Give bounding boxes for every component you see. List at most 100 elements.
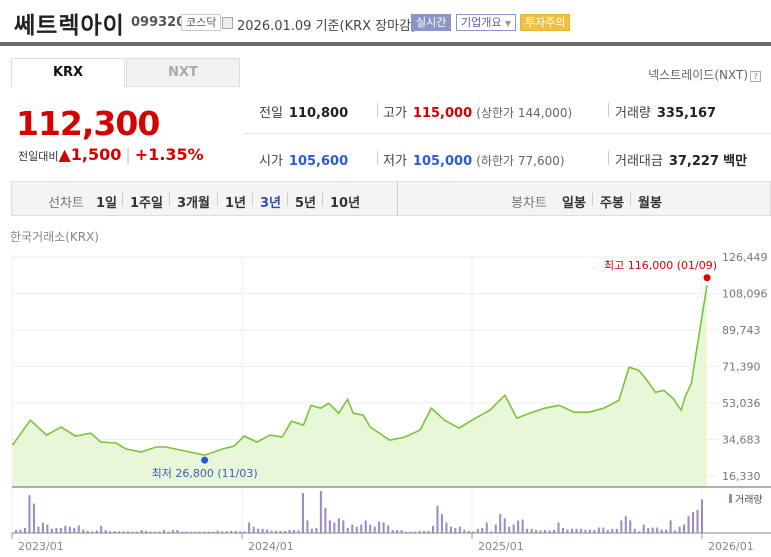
volume-bar <box>23 527 26 533</box>
volume-bar <box>32 503 35 533</box>
chevron-down-icon: ▼ <box>504 19 512 28</box>
volume-bar <box>131 531 134 533</box>
volume-bar <box>243 531 246 533</box>
exchange-label: 한국거래소(KRX) <box>10 230 99 244</box>
volume-bar <box>674 530 677 533</box>
high-marker <box>703 274 711 282</box>
volume-bar <box>651 527 654 533</box>
candle-daily[interactable]: 일봉 <box>562 196 586 211</box>
volume-bar <box>261 528 264 533</box>
volume-bar <box>615 528 618 533</box>
help-icon[interactable]: ? <box>750 71 761 82</box>
investment-warning-badge: 투자주의 <box>520 14 571 31</box>
change-percent: +1.35% <box>134 145 204 164</box>
volume-bar <box>440 514 443 533</box>
volume-bar <box>396 530 399 533</box>
candle-chart-label: 봉차트 <box>511 196 547 211</box>
divider <box>0 42 771 46</box>
nxt-help-link[interactable]: 넥스트레이드(NXT)? <box>648 66 761 83</box>
nxt-label: 넥스트레이드(NXT) <box>648 68 748 82</box>
volume-bar <box>167 531 170 533</box>
volume-bar <box>369 524 372 533</box>
high-label: 최고 116,000 (01/09) <box>604 259 717 272</box>
volume-bar <box>315 527 318 533</box>
chart-toolbar: 선차트 1일 1주일 3개월 1년 3년 5년 10년 봉차트 일봉 주봉 월봉 <box>11 181 771 216</box>
period-5y[interactable]: 5년 <box>295 196 317 211</box>
volume-bar <box>306 520 309 533</box>
volume-bar <box>270 530 273 533</box>
volume-bar <box>602 527 605 533</box>
period-1y[interactable]: 1년 <box>225 196 247 211</box>
volume-bar <box>611 528 614 533</box>
volume-bar <box>284 530 287 533</box>
volume-bar <box>391 530 394 533</box>
calendar-icon <box>222 17 233 29</box>
volume-bar <box>629 520 632 533</box>
volume-bar <box>436 505 439 533</box>
volume-bar <box>364 520 367 533</box>
volume-bar <box>288 530 291 533</box>
volume-bar <box>140 530 143 533</box>
candle-weekly[interactable]: 주봉 <box>600 196 624 211</box>
open-price: 시가 105,600 <box>259 154 349 169</box>
volume-bar <box>701 499 703 533</box>
corp-info-dropdown[interactable]: 기업개요 ▼ <box>456 14 517 31</box>
date-value: 2026.01.09 <box>237 19 312 34</box>
volume-bar <box>669 520 672 533</box>
candle-monthly[interactable]: 월봉 <box>638 196 662 211</box>
volume-bar <box>301 493 304 533</box>
period-3y[interactable]: 3년 <box>260 196 282 211</box>
low-price: 저가 105,000 (하한가 77,600) <box>383 154 565 169</box>
volume-bar <box>41 522 44 533</box>
volume-bar <box>606 530 609 533</box>
period-1d[interactable]: 1일 <box>96 196 118 211</box>
volume-bar <box>73 527 76 533</box>
volume-bar <box>387 525 390 533</box>
volume-bar <box>593 530 596 533</box>
line-chart-label: 선차트 <box>48 196 84 211</box>
volume-bar <box>378 521 381 533</box>
volume-bar <box>203 531 206 533</box>
volume-bar <box>517 520 520 533</box>
price-chart[interactable]: 126,449 108,096 89,743 71,390 53,036 34,683 16… <box>0 245 771 557</box>
volume-bar <box>194 531 197 533</box>
volume-bar <box>400 530 403 533</box>
volume-bar <box>355 526 358 533</box>
volume-legend: 거래량 <box>735 494 763 506</box>
volume-bar <box>149 531 152 533</box>
volume-bar <box>463 529 466 533</box>
volume-bar <box>566 529 569 533</box>
x-tick-label: 2025/01 <box>478 540 524 553</box>
realtime-button[interactable]: 실시간 <box>411 14 452 31</box>
volume-bar <box>638 531 641 533</box>
tab-krx[interactable]: KRX <box>11 58 125 87</box>
volume-bar <box>481 527 484 533</box>
volume-bar <box>557 522 560 533</box>
tab-nxt[interactable]: NXT <box>126 58 240 87</box>
volume-legend-swatch <box>729 494 732 503</box>
volume-bar <box>499 514 502 533</box>
y-tick-label: 108,096 <box>722 288 768 301</box>
volume-bar <box>548 530 551 533</box>
prev-close: 전일 110,800 <box>259 106 349 121</box>
volume-bar <box>687 516 690 533</box>
volume-bar <box>665 529 668 533</box>
y-tick-label: 16,330 <box>722 470 761 483</box>
period-1w[interactable]: 1주일 <box>130 196 163 211</box>
volume-bar <box>230 530 233 533</box>
volume-bar <box>198 531 201 533</box>
volume-bar <box>597 527 600 533</box>
volume-bar <box>225 531 228 533</box>
volume-bar <box>248 522 251 533</box>
period-10y[interactable]: 10년 <box>330 196 361 211</box>
volume-bar <box>207 531 210 533</box>
stock-code: 099320 <box>131 15 186 30</box>
volume-bar <box>337 518 340 533</box>
volume-bar <box>696 509 699 533</box>
volume-bar <box>494 524 497 533</box>
period-3m[interactable]: 3개월 <box>177 196 210 211</box>
volume-bar <box>570 528 573 533</box>
volume-bar <box>162 530 165 533</box>
volume-bar <box>427 530 430 533</box>
volume-bar <box>535 530 538 533</box>
